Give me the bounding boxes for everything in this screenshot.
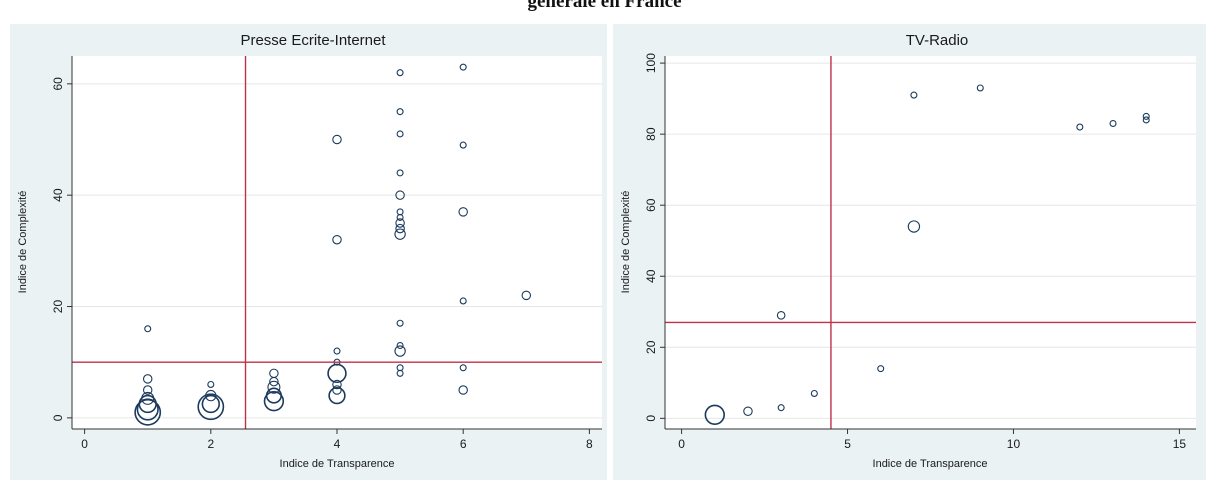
data-point — [521, 290, 532, 301]
y-tick-label: 40 — [51, 188, 65, 202]
x-tick-label: 15 — [1173, 437, 1187, 451]
data-point — [776, 311, 786, 320]
data-point — [144, 325, 152, 333]
threshold-lines — [72, 56, 602, 429]
data-point — [328, 386, 346, 405]
data-point — [265, 387, 282, 404]
y-tick-label: 20 — [644, 340, 658, 354]
y-axis-label: Indice de Complexité — [620, 191, 632, 294]
data-point — [395, 218, 405, 228]
x-tick-label: 8 — [586, 437, 593, 451]
data-point — [1142, 116, 1150, 124]
data-point — [396, 319, 404, 327]
data-point — [396, 364, 404, 372]
data-point — [332, 134, 342, 145]
panel-presse-ecrite-internet: Presse Ecrite-Internet 0 2 4 6 8 0 20 40 60 Ind… — [10, 24, 607, 480]
data-point — [263, 390, 285, 412]
x-ticks: 0 2 4 6 8 — [81, 429, 593, 451]
data-point — [394, 345, 406, 357]
data-point — [976, 84, 984, 92]
data-point — [142, 385, 153, 395]
data-point — [332, 379, 342, 390]
data-point — [136, 398, 159, 421]
data-point — [810, 389, 818, 397]
data-point — [459, 63, 467, 71]
chart-title: TV-Radio — [906, 32, 969, 49]
x-tick-label: 5 — [844, 437, 851, 451]
x-ticks: 0 5 10 15 — [678, 429, 1186, 451]
y-tick-label: 60 — [644, 198, 658, 212]
data-point — [327, 363, 347, 384]
y-tick-label: 100 — [644, 53, 658, 73]
y-tick-label: 80 — [644, 127, 658, 141]
data-point — [333, 347, 341, 355]
data-point — [141, 391, 155, 405]
data-point — [332, 385, 342, 395]
plot-area — [665, 56, 1196, 429]
data-point — [269, 368, 279, 379]
data-point — [142, 374, 153, 384]
scatter-chart-presse: Presse Ecrite-Internet 0 2 4 6 8 0 20 40 60 Ind… — [17, 32, 602, 470]
panel-tv-radio: TV-Radio 0 5 10 15 0 20 40 60 80 100 Indice de T… — [613, 24, 1206, 480]
data-points — [134, 63, 532, 426]
data-point — [395, 190, 405, 200]
y-ticks: 0 20 40 60 — [51, 77, 72, 421]
x-tick-label: 6 — [460, 437, 467, 451]
data-point — [1076, 123, 1084, 131]
data-point — [396, 341, 404, 350]
data-point — [138, 394, 157, 414]
data-point — [910, 91, 918, 99]
plot-area — [72, 56, 602, 429]
data-point — [459, 141, 467, 149]
scatter-chart-tv-radio: TV-Radio 0 5 10 15 0 20 40 60 80 100 Indice de T… — [620, 32, 1196, 470]
data-point — [458, 385, 468, 395]
data-point — [458, 207, 468, 217]
data-point — [205, 389, 217, 402]
figure-heading: générale en France — [527, 0, 682, 12]
grid-lines — [72, 83, 602, 419]
x-tick-label: 10 — [1007, 437, 1021, 451]
data-point — [459, 297, 467, 305]
threshold-lines — [665, 56, 1196, 429]
y-tick-label: 0 — [51, 414, 65, 421]
y-tick-label: 20 — [51, 300, 65, 314]
data-point — [395, 223, 405, 234]
data-point — [396, 108, 404, 116]
x-tick-label: 4 — [334, 437, 341, 451]
data-point — [332, 234, 342, 245]
data-point — [394, 228, 406, 240]
data-points — [704, 84, 1150, 425]
x-tick-label: 2 — [207, 437, 214, 451]
x-axis-label: Indice de Transparence — [873, 458, 988, 470]
data-point — [396, 208, 404, 216]
data-point — [396, 169, 404, 177]
y-tick-label: 40 — [644, 269, 658, 283]
x-tick-label: 0 — [81, 437, 88, 451]
data-point — [459, 364, 467, 372]
y-tick-label: 60 — [51, 77, 65, 91]
data-point — [704, 404, 725, 425]
data-point — [197, 393, 225, 421]
data-point — [907, 220, 921, 233]
data-point — [1109, 119, 1117, 128]
grid-lines — [665, 62, 1196, 419]
chart-title: Presse Ecrite-Internet — [240, 32, 386, 49]
x-tick-label: 0 — [678, 437, 685, 451]
data-point — [743, 406, 753, 416]
y-axis-label: Indice de Complexité — [17, 191, 29, 294]
data-point — [201, 394, 221, 414]
data-point — [877, 365, 885, 373]
data-point — [1142, 112, 1150, 120]
data-point — [267, 380, 281, 394]
y-ticks: 0 20 40 60 80 100 — [644, 53, 665, 422]
y-tick-label: 0 — [644, 415, 658, 422]
data-point — [777, 404, 785, 412]
data-point — [396, 130, 404, 138]
data-point — [207, 380, 215, 388]
data-point — [396, 69, 404, 77]
x-axis-label: Indice de Transparence — [280, 458, 395, 470]
